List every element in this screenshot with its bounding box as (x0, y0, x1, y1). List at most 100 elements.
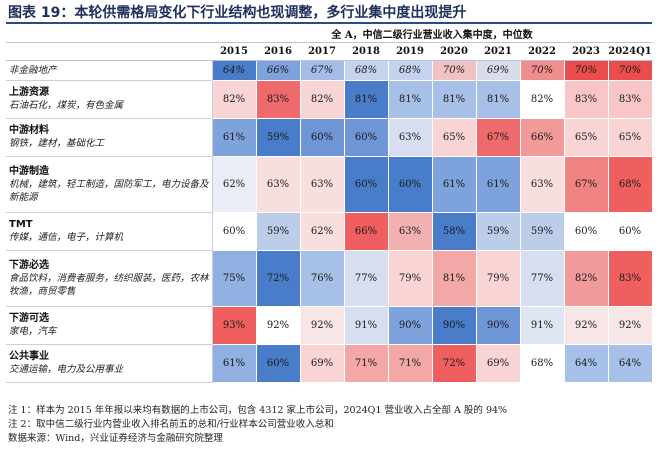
heat-cell: 62% (212, 156, 257, 213)
heat-cell: 66% (520, 118, 565, 157)
heat-cell: 91% (344, 306, 389, 345)
table-row: TMT 传媒，通信，电子，计算机 60% 59% 62% 66% 63% 58% 59% 59% 6… (6, 212, 653, 251)
table-header: 全 A，中信二级行业营业收入集中度，中位数 (212, 24, 652, 43)
year-header: 2022 (520, 42, 564, 61)
heat-cell: 59% (256, 118, 301, 157)
footnotes: 注 1：样本为 2015 年年报以来均有数据的上市公司，包含 4312 家上市公… (8, 404, 507, 446)
heat-cell: 61% (432, 156, 477, 213)
heat-cell: 63% (300, 156, 345, 213)
heat-cell: 90% (388, 306, 433, 345)
row-label: 公共事业交通运输，电力及公用事业 (6, 344, 213, 383)
heat-cell: 92% (256, 306, 301, 345)
heat-cell: 68% (344, 60, 389, 81)
heat-cell: 76% (300, 250, 345, 307)
row-group-name: 中游材料 (9, 125, 49, 136)
heat-cell: 66% (256, 60, 301, 81)
row-industries: 家电，汽车 (9, 326, 57, 337)
row-group-name: 公共事业 (9, 351, 49, 362)
heat-cell: 69% (476, 60, 521, 81)
row-label: 下游可选家电，汽车 (6, 306, 213, 345)
table-row: 下游可选 家电，汽车 93% 92% 92% 91% 90% 90% 90% 91% 92% 92% (6, 306, 653, 345)
table-row: 公共事业 交通运输，电力及公用事业 61% 60% 69% 71% 71% 72% 69% 68%… (6, 344, 653, 383)
row-industries: 交通运输，电力及公用事业 (9, 364, 124, 375)
row-industries: 石油石化，煤炭，有色金属 (9, 100, 124, 111)
heat-cell: 83% (256, 80, 301, 119)
heat-cell: 59% (476, 212, 521, 251)
heat-cell: 82% (300, 80, 345, 119)
heat-cell: 68% (520, 344, 565, 383)
heat-cell: 90% (432, 306, 477, 345)
heat-cell: 70% (520, 60, 565, 81)
heat-cell: 92% (608, 306, 653, 345)
heat-cell: 82% (564, 250, 609, 307)
heat-cell: 60% (564, 212, 609, 251)
heat-cell: 60% (300, 118, 345, 157)
heat-cell: 79% (388, 250, 433, 307)
table-row: 非金融地产 64% 66% 67% 68% 68% 70% 69% 70% 70% 70% (6, 60, 653, 81)
year-header: 2018 (344, 42, 388, 61)
heat-cell: 61% (212, 344, 257, 383)
year-header: 2024Q1 (608, 42, 652, 61)
year-header: 2023 (564, 42, 608, 61)
year-header-spacer (6, 42, 212, 61)
heat-cell: 59% (520, 212, 565, 251)
row-label: 下游必选 食品饮料，消费者服务，纺织服装，医药，农林牧渔，商贸零售 (6, 250, 213, 307)
heat-cell: 60% (212, 212, 257, 251)
heat-cell: 81% (388, 80, 433, 119)
heat-cell: 65% (432, 118, 477, 157)
heat-cell: 60% (388, 156, 433, 213)
heat-cell: 58% (432, 212, 477, 251)
row-group-name: 下游可选 (9, 313, 49, 324)
heat-cell: 64% (212, 60, 257, 81)
row-label: 非金融地产 (6, 60, 213, 81)
concentration-heatmap-table: 全 A，中信二级行业营业收入集中度，中位数 2015 2016 2017 2018 20… (6, 24, 653, 383)
row-industries: 食品饮料，消费者服务，纺织服装，医药，农林牧渔，商贸零售 (9, 272, 209, 297)
heat-cell: 92% (564, 306, 609, 345)
footnote-1: 注 1：样本为 2015 年年报以来均有数据的上市公司，包含 4312 家上市公… (8, 405, 508, 416)
heat-cell: 81% (476, 80, 521, 119)
heat-cell: 69% (476, 344, 521, 383)
heat-cell: 90% (476, 306, 521, 345)
title-rule (6, 22, 652, 24)
row-label: 中游材料 钢铁，建材，基础化工 (6, 118, 213, 157)
year-header: 2020 (432, 42, 476, 61)
data-source-note: 数据来源：Wind，兴业证券经济与金融研究院整理 (8, 433, 223, 444)
heat-cell: 66% (344, 212, 389, 251)
row-industries: 传媒，通信，电子，计算机 (9, 232, 124, 243)
heat-cell: 65% (564, 118, 609, 157)
row-group-name: 上游资源 (9, 87, 49, 98)
row-industries: 机械，建筑，轻工制造，国防军工，电力设备及新能源 (9, 178, 209, 203)
heat-cell: 67% (476, 118, 521, 157)
heatmap-table-wrapper: 全 A，中信二级行业营业收入集中度，中位数 2015 2016 2017 2018 20… (6, 24, 653, 383)
row-group-name: TMT (9, 219, 33, 230)
heat-cell: 81% (432, 80, 477, 119)
table-row: 中游制造 机械，建筑，轻工制造，国防军工，电力设备及新能源 62% 63% 63% 60%… (6, 156, 653, 213)
heat-cell: 77% (344, 250, 389, 307)
heat-cell: 64% (608, 344, 653, 383)
footnote-2: 注 2：取中信二级行业内营业收入排名前五的总和/行业样本公司营业收入总和 (8, 419, 334, 430)
heat-cell: 68% (608, 156, 653, 213)
year-header: 2015 (212, 42, 256, 61)
heat-cell: 72% (256, 250, 301, 307)
heat-cell: 92% (300, 306, 345, 345)
row-label: 上游资源石油石化，煤炭，有色金属 (6, 80, 213, 119)
heat-cell: 63% (388, 212, 433, 251)
table-row: 上游资源 石油石化，煤炭，有色金属 82% 83% 82% 81% 81% 81% 81% 82%… (6, 80, 653, 119)
heat-cell: 63% (256, 156, 301, 213)
heat-cell: 79% (476, 250, 521, 307)
heat-cell: 65% (608, 118, 653, 157)
row-label: 中游制造 机械，建筑，轻工制造，国防军工，电力设备及新能源 (6, 156, 213, 213)
header-spacer (6, 24, 212, 43)
heat-cell: 70% (564, 60, 609, 81)
heat-cell: 64% (564, 344, 609, 383)
heat-cell: 83% (608, 250, 653, 307)
heat-cell: 82% (520, 80, 565, 119)
year-header: 2017 (300, 42, 344, 61)
heat-cell: 91% (520, 306, 565, 345)
heat-cell: 83% (564, 80, 609, 119)
heat-cell: 70% (608, 60, 653, 81)
row-industries: 非金融地产 (9, 65, 57, 76)
heat-cell: 67% (300, 60, 345, 81)
heat-cell: 81% (344, 80, 389, 119)
year-header: 2016 (256, 42, 300, 61)
